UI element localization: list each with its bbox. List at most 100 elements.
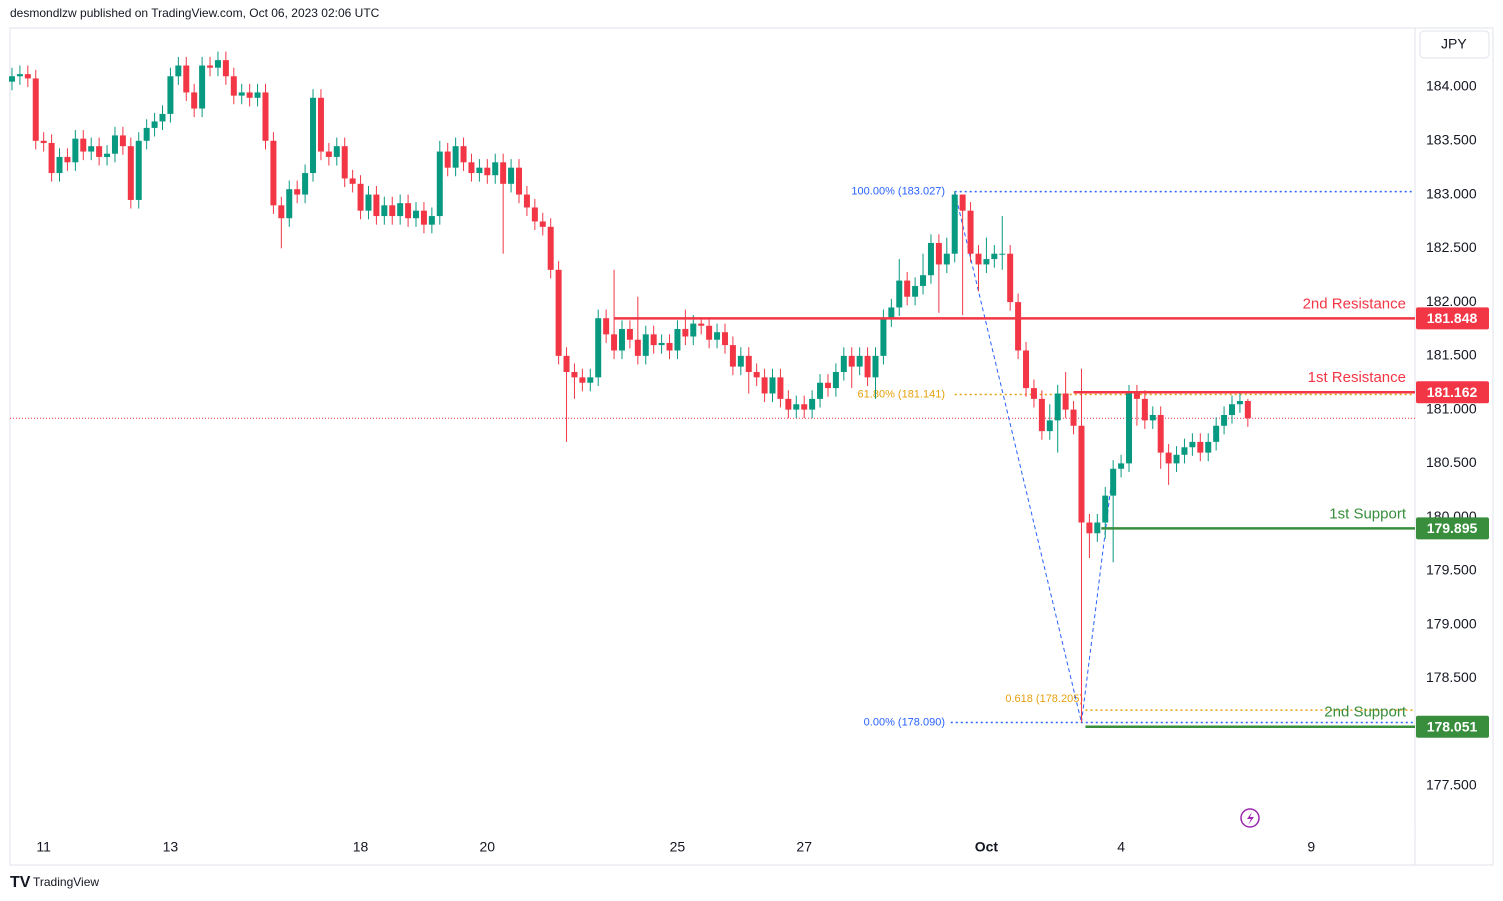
currency-button[interactable]: [1419, 30, 1490, 59]
y-tick-label: 182.000: [1426, 293, 1477, 309]
event-bolt: [1247, 812, 1254, 825]
candle-body: [199, 65, 206, 109]
candle-body: [1213, 425, 1220, 442]
candle-body: [1054, 393, 1061, 421]
candle-body: [824, 382, 831, 389]
x-tick-label: 4: [1117, 839, 1125, 855]
candle-body: [777, 377, 784, 399]
y-tick-label: 179.000: [1426, 615, 1477, 631]
candle-body: [1173, 454, 1180, 464]
candle-body: [1205, 441, 1212, 453]
fib-trend: [954, 191, 1114, 723]
candle-body: [563, 355, 570, 372]
candle-body: [817, 382, 824, 399]
fib-label: 100.00% (183.027): [851, 186, 945, 198]
candle-body: [508, 167, 515, 184]
candle-body: [611, 334, 618, 351]
candle-body: [1015, 302, 1022, 351]
candle-body: [341, 146, 348, 179]
candle-body: [579, 377, 586, 383]
candle-body: [32, 78, 39, 141]
candle-body: [523, 194, 530, 208]
candle-body: [294, 189, 301, 195]
candle-body: [793, 404, 800, 410]
candle-body: [737, 355, 744, 367]
candle-body: [555, 269, 562, 356]
candle-body: [151, 121, 158, 128]
candle-body: [452, 146, 459, 168]
candle-body: [618, 328, 625, 351]
candle-body: [24, 74, 31, 79]
brand-logo: TV: [10, 874, 31, 891]
candle-body: [531, 207, 538, 222]
y-tick-label: 179.500: [1426, 562, 1477, 578]
x-tick-label: 25: [670, 839, 686, 855]
candle-body: [1236, 401, 1243, 405]
candle-body: [1110, 468, 1117, 496]
brand: TradingView: [33, 875, 99, 889]
candle-body: [1221, 414, 1228, 426]
fib-label: 61.80% (181.141): [858, 388, 945, 400]
candle-body: [785, 398, 792, 410]
candle-body: [420, 210, 427, 225]
x-tick-label: 20: [480, 839, 496, 855]
candle-body: [56, 156, 63, 174]
candle-body: [191, 92, 198, 109]
candle-body: [1086, 522, 1093, 534]
candle-body: [167, 76, 174, 114]
event-icon[interactable]: [1240, 808, 1260, 828]
candle-body: [1094, 522, 1101, 534]
candle-body: [468, 162, 475, 174]
candle-body: [119, 135, 126, 147]
candle-body: [761, 377, 768, 394]
candle-body: [183, 65, 190, 93]
candle-body: [476, 167, 483, 174]
candle-body: [1133, 393, 1140, 399]
candle-body: [207, 65, 214, 68]
candle-body: [159, 113, 166, 122]
candle-body: [1118, 463, 1125, 469]
candle-body: [848, 355, 855, 367]
candle-body: [721, 332, 728, 346]
candle-body: [397, 203, 404, 217]
candle-body: [381, 205, 388, 217]
level-box: [1416, 715, 1489, 738]
level-name: 2nd Resistance: [1303, 295, 1406, 312]
candle-body: [650, 334, 657, 346]
candle-body: [222, 60, 229, 77]
candle-body: [254, 92, 261, 98]
candle-body: [270, 140, 277, 206]
candle-body: [753, 371, 760, 378]
candle-body: [104, 153, 111, 157]
candle-body: [88, 146, 95, 152]
candle-body: [991, 253, 998, 260]
candle-body: [690, 323, 697, 337]
candle-body: [1197, 441, 1204, 453]
candle-body: [357, 183, 364, 211]
candle-body: [571, 371, 578, 378]
candle-body: [175, 65, 182, 77]
candle-body: [706, 325, 713, 340]
candle-body: [1046, 420, 1053, 432]
level-value: 179.895: [1427, 520, 1478, 536]
level-name: 1st Support: [1329, 505, 1407, 522]
currency: JPY: [1441, 36, 1467, 52]
candle-body: [626, 328, 633, 340]
candle-body: [1102, 495, 1109, 523]
candle-body: [682, 328, 689, 337]
candle-body: [40, 140, 47, 143]
candle-body: [413, 210, 420, 219]
candle-body: [658, 342, 665, 346]
fib-label: 0.00% (178.090): [864, 716, 945, 728]
y-tick-label: 184.000: [1426, 78, 1477, 94]
candle-body: [920, 275, 927, 286]
candle-body: [904, 280, 911, 297]
candle-body: [912, 285, 919, 297]
candle-body: [983, 259, 990, 265]
candle-body: [1244, 401, 1251, 419]
header: desmondlzw published on TradingView.com,…: [10, 6, 380, 20]
candle-body: [603, 318, 610, 335]
candle-body: [809, 398, 816, 410]
candle-body: [8, 76, 15, 82]
